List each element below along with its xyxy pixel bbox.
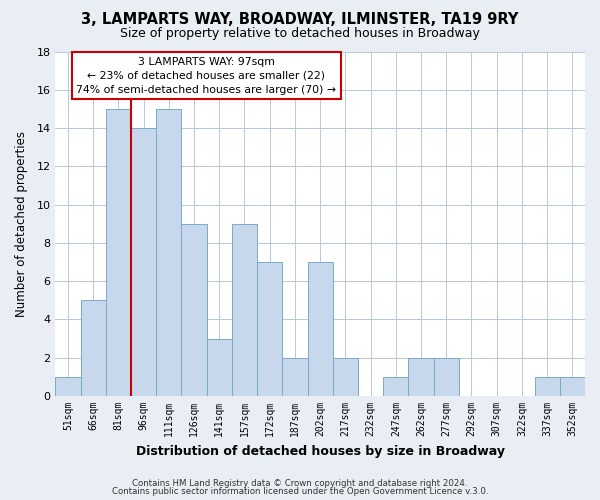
Bar [55,377,80,396]
Bar [232,224,257,396]
Bar [106,109,131,396]
Bar [181,224,206,396]
Text: Contains public sector information licensed under the Open Government Licence v.: Contains public sector information licen… [112,487,488,496]
Bar [383,377,409,396]
Bar [80,300,106,396]
Bar [560,377,585,396]
Bar [535,377,560,396]
Bar [206,338,232,396]
Bar [333,358,358,396]
Bar [434,358,459,396]
Bar [283,358,308,396]
Bar [156,109,181,396]
Bar [308,262,333,396]
Bar [131,128,156,396]
Text: 3, LAMPARTS WAY, BROADWAY, ILMINSTER, TA19 9RY: 3, LAMPARTS WAY, BROADWAY, ILMINSTER, TA… [82,12,518,28]
Bar [409,358,434,396]
Bar [257,262,283,396]
X-axis label: Distribution of detached houses by size in Broadway: Distribution of detached houses by size … [136,444,505,458]
Text: 3 LAMPARTS WAY: 97sqm
← 23% of detached houses are smaller (22)
74% of semi-deta: 3 LAMPARTS WAY: 97sqm ← 23% of detached … [76,56,336,94]
Text: Size of property relative to detached houses in Broadway: Size of property relative to detached ho… [120,28,480,40]
Text: Contains HM Land Registry data © Crown copyright and database right 2024.: Contains HM Land Registry data © Crown c… [132,478,468,488]
Y-axis label: Number of detached properties: Number of detached properties [15,131,28,317]
